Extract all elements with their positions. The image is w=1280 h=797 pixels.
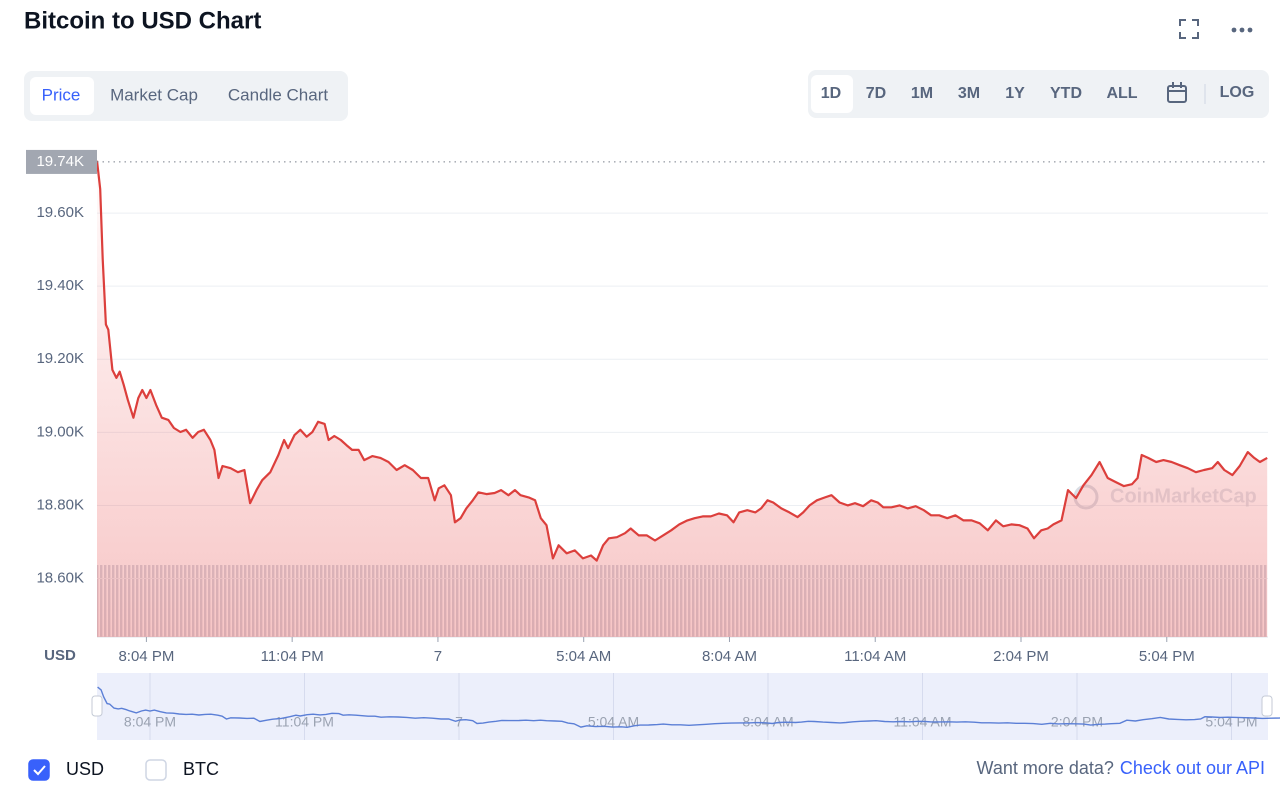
navigator-line — [97, 686, 1280, 729]
y-unit-label: USD — [44, 647, 76, 664]
range-group — [808, 70, 1269, 118]
tab-group — [24, 71, 348, 121]
range-button[interactable]: 7D — [866, 85, 886, 102]
reference-label-bg — [26, 149, 97, 174]
x-tick-label: 2:04 PM — [993, 648, 1049, 665]
x-tick-label: 8:04 AM — [702, 648, 757, 665]
x-tick-label: 11:04 AM — [844, 648, 906, 665]
x-tick-label: 7 — [434, 648, 442, 665]
x-tick-label: 8:04 PM — [118, 648, 174, 665]
reference-label: 19.74K — [36, 153, 84, 170]
navigator-label: 5:04 PM — [1205, 714, 1257, 730]
x-tick-label: 5:04 PM — [1139, 648, 1195, 665]
x-tick-label: 5:04 AM — [556, 648, 611, 665]
range-active-bg — [811, 75, 853, 113]
navigator-label: 8:04 PM — [124, 714, 176, 730]
tab[interactable]: Candle Chart — [228, 85, 328, 104]
toggle-label: BTC — [183, 759, 219, 779]
tab[interactable]: Price — [42, 85, 81, 104]
navigator-label: 8:04 AM — [742, 714, 793, 730]
range-button[interactable]: YTD — [1050, 85, 1082, 102]
chart-title: Bitcoin to USD Chart — [24, 7, 261, 34]
navigator-handle[interactable] — [91, 695, 103, 717]
range-button[interactable]: 3M — [958, 85, 980, 102]
api-link[interactable]: Check out our API — [1120, 758, 1265, 778]
price-line — [95, 160, 1268, 562]
chart-layer: Price Market Cap Candle Chart 1D 7D 1M 3M 1Y YTD… — [26, 75, 1280, 781]
navigator-label: 7 — [455, 714, 463, 730]
x-tick-label: 11:04 PM — [261, 648, 324, 665]
toggle-label: USD — [66, 759, 104, 779]
footer-question: Want more data? — [977, 758, 1114, 778]
calendar-icon[interactable] — [1167, 82, 1187, 103]
y-tick-label: 19.60K — [36, 204, 84, 221]
navigator — [97, 673, 1268, 740]
more-icon[interactable] — [1231, 27, 1253, 33]
range-button[interactable]: ALL — [1106, 85, 1137, 102]
y-tick-label: 19.40K — [36, 277, 84, 294]
y-tick-label: 19.00K — [36, 423, 84, 440]
range-button[interactable]: 1D — [821, 85, 841, 102]
y-tick-label: 18.60K — [36, 569, 84, 586]
navigator-label: 5:04 AM — [588, 714, 639, 730]
log-button[interactable]: LOG — [1220, 84, 1255, 101]
range-button[interactable]: 1Y — [1005, 85, 1025, 102]
y-tick-label: 19.20K — [36, 350, 84, 367]
checkbox[interactable] — [28, 759, 50, 781]
range-button[interactable]: 1M — [911, 85, 933, 102]
price-area — [97, 160, 1268, 638]
y-tick-label: 18.80K — [36, 496, 84, 513]
fullscreen-icon[interactable] — [1179, 19, 1199, 39]
navigator-label: 11:04 PM — [275, 714, 334, 730]
navigator-label: 2:04 PM — [1051, 714, 1103, 730]
checkmark — [33, 765, 46, 776]
navigator-handle[interactable] — [1261, 695, 1273, 717]
tab[interactable]: Market Cap — [110, 85, 198, 104]
checkbox[interactable] — [145, 759, 167, 781]
tab-active-bg — [30, 77, 94, 115]
